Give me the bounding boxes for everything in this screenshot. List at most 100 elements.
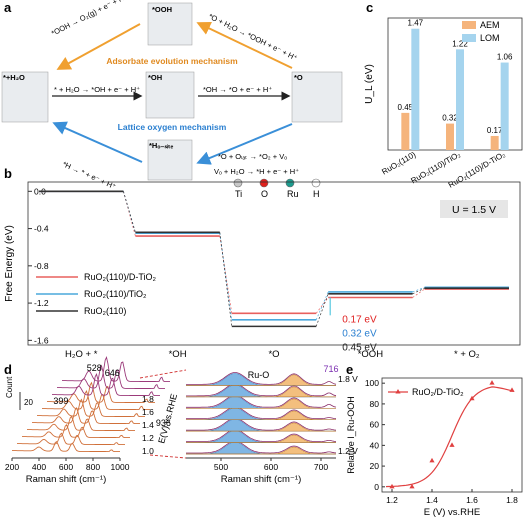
panel-e: e 0 20 40 60 80 100 1.2 1.4 1.6 1.8 E (V) vs.RHE Re… — [346, 362, 523, 518]
legend-label-h: H — [313, 189, 320, 199]
reaction-vacancy-water: Vₒ + H₂O → *H + e⁻ + H⁺ — [214, 167, 299, 176]
reaction-o-to-ooh: *O + H₂O → *OOH + e⁻ + H⁺ — [207, 12, 299, 63]
oh-structure: *OH — [145, 71, 195, 119]
lom-label: Lattice oxygen mechanism — [118, 122, 227, 132]
y-tick-label-4: -1.6 — [34, 335, 49, 345]
connector-2-4 — [412, 287, 425, 295]
x-category-2: *O — [268, 349, 279, 360]
relative-intensity-plot: 0 20 40 60 80 100 1.2 1.4 1.6 1.8 E (V) vs.RHE Rela… — [346, 377, 523, 518]
bottom-potential-label: 1.2 V — [338, 446, 358, 456]
plot-frame — [27, 181, 521, 346]
gap-label-1: 0.32 eV — [342, 328, 377, 339]
spectrum-3 — [186, 406, 337, 420]
spectrum-5 — [186, 383, 337, 397]
panel-d-letter: d — [4, 362, 12, 377]
y-tick-label-5: 100 — [365, 378, 379, 388]
bar-label-lom-1: 1.22 — [452, 39, 468, 48]
annotation-label: U = 1.5 V — [452, 204, 496, 216]
x-tick-label-0: 1.2 — [386, 495, 398, 505]
bar-label-aem-1: 0.32 — [442, 114, 458, 123]
spectrum-1 — [17, 432, 125, 446]
connector-0-1 — [123, 191, 136, 237]
panel-e-letter: e — [346, 362, 353, 377]
peak-label-646: 646 — [105, 368, 120, 378]
x-category-3: *OOH — [358, 349, 383, 360]
bar-label-lom-0: 1.47 — [408, 19, 424, 28]
y-tick-label-0: 0 — [374, 482, 379, 492]
arrow-o-to-hosite — [196, 123, 293, 165]
peak-label-936: 936 — [156, 418, 171, 428]
bar-lom-1 — [456, 49, 464, 150]
hosite-state-label: *Hₒ₋ₛᵢₜₑ — [149, 141, 173, 150]
data-point-2 — [429, 457, 435, 463]
connector-1-3 — [315, 291, 329, 320]
reaction-oh-to-o: *OH → *O + e⁻ + H⁺ — [203, 85, 272, 94]
spectrum-2 — [22, 423, 130, 439]
reaction-h-to-star: *H → * + e⁻ + H⁺ — [61, 160, 117, 192]
legend-atom-ru — [285, 178, 295, 188]
y-tick-label-3: -1.2 — [34, 298, 49, 308]
ooh-state-label: *OOH — [152, 5, 172, 14]
bar-aem-0 — [401, 112, 410, 150]
connector-1-4 — [412, 286, 425, 293]
x-category-0: H₂O + * — [65, 349, 98, 360]
peak-label-528: 528 — [87, 363, 102, 373]
connector-0-4 — [412, 288, 425, 298]
spectrum-6 — [186, 372, 337, 385]
bar-label-aem-0: 0.45 — [398, 103, 414, 112]
gap-label-2: 0.45 eV — [342, 342, 377, 353]
data-point-5 — [489, 380, 495, 385]
fit-curve — [385, 386, 515, 488]
o-state-label: *O — [294, 73, 303, 82]
x-tick-label-0: RuO₂(110) — [380, 150, 417, 177]
x-tick-label-2: 700 — [314, 462, 328, 472]
fit-band-ooh-6 — [185, 374, 337, 386]
hosite-structure: *Hₒ₋ₛᵢₜₑ — [147, 139, 193, 181]
x-axis-label: E (V) vs.RHE — [424, 507, 480, 518]
panel-b-letter: b — [4, 166, 12, 181]
potential-tick-4: 1.8 — [142, 394, 154, 404]
data-point-0 — [389, 483, 395, 489]
legend-label-o: O — [261, 189, 268, 199]
y-axis-label: U_L (eV) — [364, 64, 375, 104]
reaction-h2o-to-oh: * + H₂O → *OH + e⁻ + H⁺ — [54, 85, 140, 94]
spectrum-10 — [62, 356, 170, 383]
top-potential-label: 1.8 V — [338, 374, 358, 384]
atom-legend: Ti O Ru H — [233, 178, 321, 199]
potential-tick-2: 1.4 — [142, 420, 154, 430]
panel-a-letter: a — [4, 0, 12, 15]
legend-label-1: RuO₂(110)/TiO₂ — [84, 289, 147, 299]
spectrum-5 — [37, 398, 145, 418]
fit-band-ooh-1 — [185, 434, 337, 443]
plot-frame — [381, 377, 523, 493]
potential-tick-3: 1.6 — [142, 407, 154, 417]
data-point-1 — [409, 483, 415, 489]
legend-label-aem: AEM — [480, 20, 500, 30]
plot-frame — [387, 17, 523, 151]
oh-state-label: *OH — [148, 73, 162, 82]
legend-label-ru: Ru — [287, 189, 299, 199]
x-axis-label: Raman shift (cm⁻¹) — [221, 474, 302, 485]
x-category-1: *OH — [169, 349, 187, 360]
legend-label-ti: Ti — [235, 189, 242, 199]
spectrum-4 — [186, 394, 337, 408]
zoom-guide-bottom — [149, 454, 187, 459]
y-axis-label: Relative I_Ru-OOH — [346, 396, 356, 474]
legend-label-lom: LOM — [480, 33, 500, 43]
raman-waterfall-3d: 200 400 600 800 1000 Raman shift (cm⁻¹) Count 2… — [5, 356, 179, 485]
panel-d: d 200 400 600 800 1000 Raman shift (cm⁻¹) Coun… — [4, 356, 358, 485]
panel-c: c U_L (eV)0.451.47RuO₂(110)0.321.22RuO₂(… — [364, 0, 523, 190]
spectrum-7 — [47, 381, 155, 404]
legend-swatch-aem — [462, 21, 476, 29]
fit-band-ooh-3 — [185, 410, 337, 420]
data-point-3 — [449, 442, 455, 447]
fit-band-ooh-0 — [186, 446, 336, 455]
band-label: Ru-O — [248, 370, 270, 380]
spectrum-9 — [57, 364, 165, 390]
bar-lom-0 — [411, 28, 420, 151]
bar-aem-1 — [446, 123, 454, 150]
spectrum-8 — [52, 372, 160, 397]
zoom-guide-top — [139, 369, 187, 379]
